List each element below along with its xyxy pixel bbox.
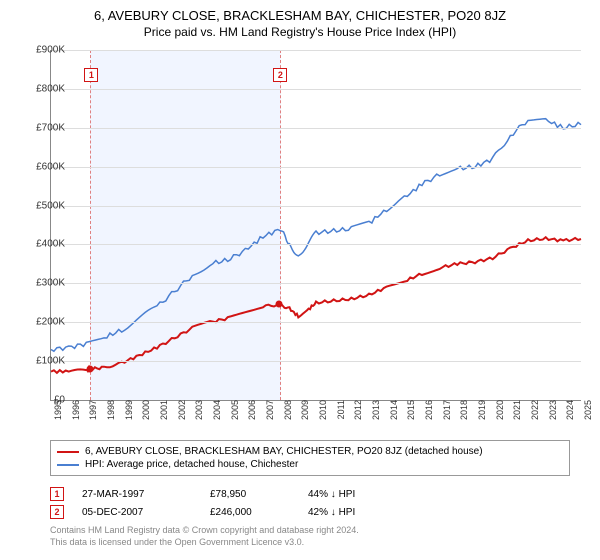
legend-row: 6, AVEBURY CLOSE, BRACKLESHAM BAY, CHICH… [57,445,563,458]
sale-index-box: 2 [50,505,64,519]
ytick-label: £200K [20,317,65,328]
sale-dot [87,366,94,373]
ytick-label: £300K [20,278,65,289]
sale-date: 27-MAR-1997 [82,489,192,500]
footer-line-1: Contains HM Land Registry data © Crown c… [50,525,359,537]
xtick-label: 2005 [230,400,240,430]
sale-relative-hpi: 42% ↓ HPI [308,507,388,518]
xtick-label: 2019 [477,400,487,430]
ytick-label: £100K [20,356,65,367]
footer-line-2: This data is licensed under the Open Gov… [50,537,359,549]
sale-marker-box: 1 [84,68,98,82]
xtick-label: 2022 [530,400,540,430]
xtick-label: 1999 [124,400,134,430]
legend-swatch [57,464,79,466]
sale-row: 2 05-DEC-2007 £246,000 42% ↓ HPI [50,503,388,521]
xtick-label: 2024 [565,400,575,430]
xtick-label: 2000 [141,400,151,430]
ytick-label: £400K [20,239,65,250]
xtick-label: 2007 [265,400,275,430]
sale-relative-hpi: 44% ↓ HPI [308,489,388,500]
gridline [51,244,581,245]
xtick-label: 1995 [53,400,63,430]
sale-price: £78,950 [210,489,290,500]
xtick-label: 2001 [159,400,169,430]
xtick-label: 1998 [106,400,116,430]
xtick-label: 2010 [318,400,328,430]
gridline [51,361,581,362]
legend-label: 6, AVEBURY CLOSE, BRACKLESHAM BAY, CHICH… [85,446,483,457]
xtick-label: 2004 [212,400,222,430]
xtick-label: 2009 [300,400,310,430]
xtick-label: 2025 [583,400,593,430]
ytick-label: £700K [20,122,65,133]
legend-swatch [57,451,79,453]
xtick-label: 2021 [512,400,522,430]
xtick-label: 2020 [495,400,505,430]
xtick-label: 2008 [283,400,293,430]
xtick-label: 2003 [194,400,204,430]
gridline [51,283,581,284]
chart-title: 6, AVEBURY CLOSE, BRACKLESHAM BAY, CHICH… [0,0,600,23]
legend-label: HPI: Average price, detached house, Chic… [85,459,298,470]
series-line [51,119,581,352]
series-line [51,237,581,373]
gridline [51,206,581,207]
footer: Contains HM Land Registry data © Crown c… [50,525,359,548]
xtick-label: 2002 [177,400,187,430]
sale-index-box: 1 [50,487,64,501]
xtick-label: 2018 [459,400,469,430]
chart-subtitle: Price paid vs. HM Land Registry's House … [0,23,600,39]
xtick-label: 2016 [424,400,434,430]
gridline [51,128,581,129]
xtick-label: 2012 [353,400,363,430]
xtick-label: 1996 [71,400,81,430]
xtick-label: 1997 [88,400,98,430]
legend-row: HPI: Average price, detached house, Chic… [57,458,563,471]
gridline [51,167,581,168]
sale-marker-box: 2 [273,68,287,82]
xtick-label: 2014 [389,400,399,430]
ytick-label: £600K [20,161,65,172]
ytick-label: £800K [20,83,65,94]
sale-dot [276,301,283,308]
line-chart-svg [51,50,581,400]
gridline [51,322,581,323]
xtick-label: 2011 [336,400,346,430]
xtick-label: 2013 [371,400,381,430]
chart-container: 6, AVEBURY CLOSE, BRACKLESHAM BAY, CHICH… [0,0,600,560]
gridline [51,89,581,90]
legend: 6, AVEBURY CLOSE, BRACKLESHAM BAY, CHICH… [50,440,570,476]
ytick-label: £500K [20,200,65,211]
sale-date: 05-DEC-2007 [82,507,192,518]
sale-price: £246,000 [210,507,290,518]
xtick-label: 2015 [406,400,416,430]
xtick-label: 2017 [442,400,452,430]
sale-row: 1 27-MAR-1997 £78,950 44% ↓ HPI [50,485,388,503]
gridline [51,50,581,51]
sales-table: 1 27-MAR-1997 £78,950 44% ↓ HPI 2 05-DEC-2007… [50,485,388,521]
xtick-label: 2006 [247,400,257,430]
ytick-label: £900K [20,45,65,56]
plot-area: 12 [50,50,581,401]
xtick-label: 2023 [548,400,558,430]
